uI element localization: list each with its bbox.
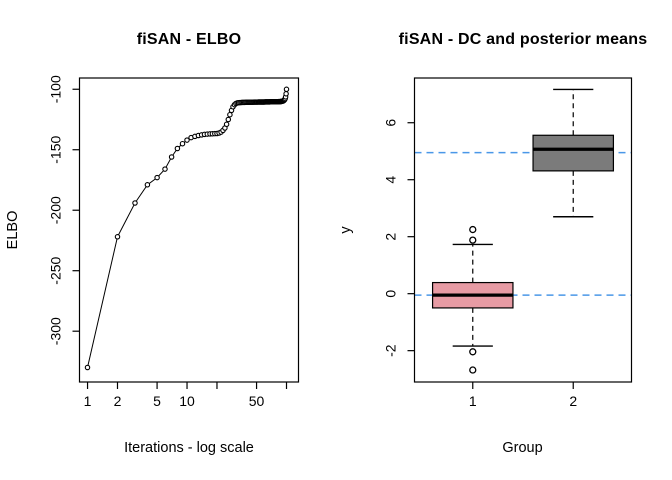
- elbo-point: [144, 182, 151, 188]
- elbo-point: [174, 145, 181, 152]
- elbo-point: [84, 364, 91, 371]
- y-tick-label: -250: [48, 256, 64, 284]
- elbo-line: [87, 89, 287, 368]
- elbo-point: [162, 166, 168, 172]
- elbo-point: [114, 234, 121, 240]
- x-tick-label: 2: [569, 393, 577, 409]
- outlier-point: [469, 366, 477, 374]
- x-tick-label: 1: [469, 393, 477, 409]
- elbo-point: [283, 91, 289, 97]
- elbo-point: [168, 154, 175, 160]
- elbo-point: [225, 116, 232, 123]
- y-tick-label: -200: [48, 196, 64, 224]
- y-tick-label: -100: [48, 75, 64, 103]
- boxplot-y-axis-label: y: [338, 226, 354, 234]
- y-tick-label: -300: [48, 317, 64, 345]
- elbo-point: [132, 200, 138, 206]
- x-tick-label: 2: [114, 393, 122, 409]
- outlier-point: [469, 236, 477, 244]
- elbo-y-axis-label: ELBO: [5, 210, 21, 250]
- outlier-point: [469, 348, 477, 356]
- x-tick-label: 5: [153, 393, 161, 409]
- x-tick-label: 50: [249, 393, 265, 409]
- y-tick-label: 6: [383, 119, 399, 127]
- elbo-point: [223, 121, 230, 128]
- box-group-2: [532, 134, 615, 172]
- y-tick-label: 0: [383, 290, 399, 298]
- x-tick-label: 10: [179, 393, 195, 409]
- y-tick-label: -2: [383, 344, 399, 357]
- boxplot-x-axis-label: Group: [502, 440, 543, 456]
- boxplot-plot-border: [413, 77, 633, 383]
- elbo-point: [184, 137, 190, 143]
- x-tick-label: 1: [84, 393, 92, 409]
- elbo-point: [227, 111, 233, 118]
- elbo-x-axis-label: Iterations - log scale: [124, 440, 254, 456]
- y-tick-label: -150: [48, 136, 64, 164]
- elbo-plot-border: [78, 77, 300, 383]
- outlier-point: [469, 225, 477, 234]
- elbo-chart-title: fiSAN - ELBO: [136, 31, 242, 48]
- elbo-point: [283, 86, 290, 93]
- elbo-point: [179, 140, 186, 147]
- y-tick-label: 2: [383, 233, 399, 241]
- boxplot-chart-title: fiSAN - DC and posterior means: [398, 31, 648, 48]
- y-tick-label: 4: [383, 176, 399, 184]
- elbo-point: [154, 174, 160, 181]
